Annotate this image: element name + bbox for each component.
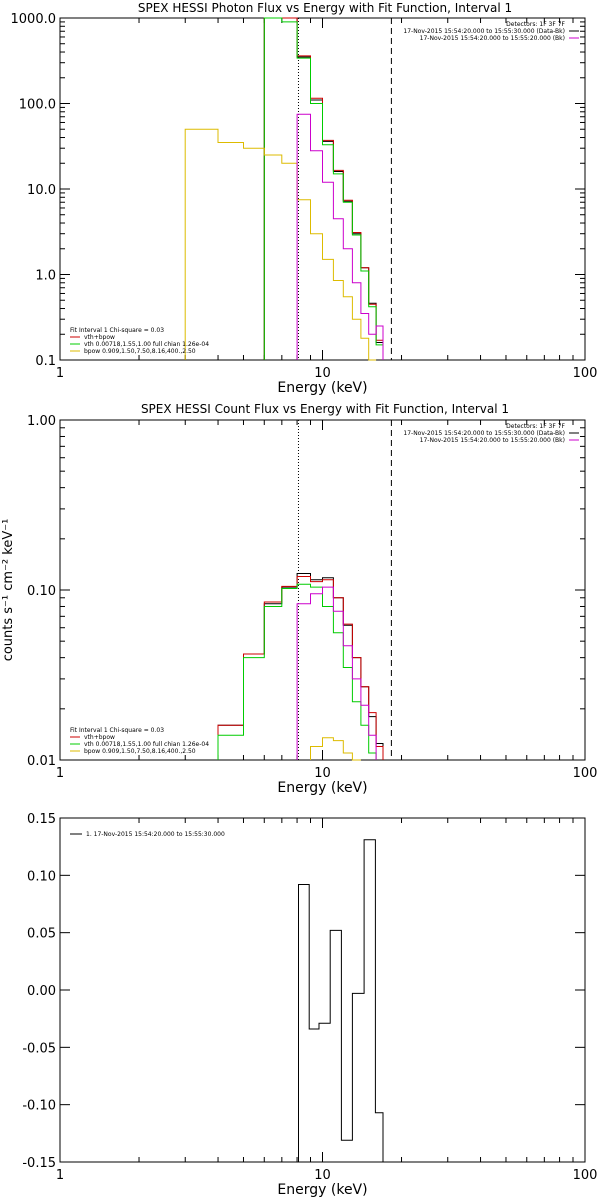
legend-entry: bpow 0.909,1.50,7.50,8.16,400.,2.50 xyxy=(84,348,196,355)
y-tick-label: 0.05 xyxy=(27,927,56,942)
photon-flux-panel: SPEX HESSI Photon Flux vs Energy with Fi… xyxy=(11,1,598,396)
series-line-bpow xyxy=(310,737,361,761)
series-line-vth-bpow xyxy=(263,17,384,360)
series-line-1-17-nov-2015-15-54-20-000-to-15-55-30-000 xyxy=(298,839,392,1163)
legend-entry: 17-Nov-2015 15:54:20.000 to 15:55:20.000… xyxy=(420,437,565,444)
chart-title: SPEX HESSI Photon Flux vs Energy with Fi… xyxy=(138,1,512,15)
series-line-vth xyxy=(263,17,384,360)
y-tick-label: 1.0 xyxy=(35,269,56,284)
legend-entry: Detectors: 1F 3F 7F xyxy=(506,423,565,430)
x-axis-label: Energy (keV) xyxy=(277,1182,367,1198)
series-line-bk xyxy=(296,586,377,760)
y-tick-label: 0.01 xyxy=(27,754,56,769)
legend-entry: vth 0.00718,1.55,1.00 full chian 1.26e-0… xyxy=(84,741,209,748)
x-tick-label: 10 xyxy=(314,766,331,781)
x-tick-label: 100 xyxy=(573,1168,598,1183)
plot-frame xyxy=(59,817,586,1163)
y-tick-label: 100.0 xyxy=(19,98,56,113)
legend-entry: 1. 17-Nov-2015 15:54:20.000 to 15:55:30.… xyxy=(86,831,225,838)
series-line-data xyxy=(263,17,384,360)
legend-entry: 17-Nov-2015 15:54:20.000 to 15:55:30.000… xyxy=(403,430,565,437)
y-tick-label: 10.0 xyxy=(27,183,56,198)
plot-frame xyxy=(59,17,586,361)
y-tick-label: 0.10 xyxy=(27,869,56,884)
legend-entry: 17-Nov-2015 15:54:20.000 to 15:55:30.000… xyxy=(403,28,565,35)
series-line-bk xyxy=(296,113,384,360)
legend-entry: bpow 0.909,1.50,7.50,8.16,400.,2.50 xyxy=(84,748,196,755)
x-tick-label: 1 xyxy=(56,1168,64,1183)
series-line-data xyxy=(217,573,384,760)
y-tick-label: 0.00 xyxy=(27,984,56,999)
legend-entry: vth 0.00718,1.55,1.00 full chian 1.26e-0… xyxy=(84,341,209,348)
x-tick-label: 10 xyxy=(314,366,331,381)
x-tick-label: 100 xyxy=(573,766,598,781)
legend-entry: vth+bpow xyxy=(84,734,115,741)
y-tick-label: -0.15 xyxy=(22,1156,56,1171)
residuals-panel: 1 10 100 Energy (keV) -0.15 -0.10 -0.05 0.00 0.0… xyxy=(22,812,597,1198)
series-line-vth xyxy=(217,583,377,760)
legend-entry: Detectors: 1F 3F 7F xyxy=(506,21,565,28)
x-tick-label: 100 xyxy=(573,366,598,381)
y-tick-label: -0.05 xyxy=(22,1041,56,1056)
y-tick-label: 0.10 xyxy=(27,584,56,599)
legend-entry: vth+bpow xyxy=(84,334,115,341)
series-line-bpow xyxy=(184,128,377,361)
x-axis-label: Energy (keV) xyxy=(277,780,367,796)
y-tick-label: 0.15 xyxy=(27,812,56,827)
y-tick-label: 1.00 xyxy=(27,414,56,429)
y-tick-label: 0.1 xyxy=(35,354,56,369)
y-tick-label: 1000.0 xyxy=(11,12,57,27)
x-tick-label: 10 xyxy=(314,1168,331,1183)
legend-entry: 17-Nov-2015 15:54:20.000 to 15:55:20.000… xyxy=(420,35,565,42)
x-axis-label: Energy (keV) xyxy=(277,380,367,396)
legend-header: Fit Interval 1 Chi-square = 0.03 xyxy=(70,327,164,334)
y-tick-label: -0.10 xyxy=(22,1099,56,1114)
y-axis-label: counts s⁻¹ cm⁻² keV⁻¹ xyxy=(1,519,16,662)
legend-header: Fit Interval 1 Chi-square = 0.03 xyxy=(70,727,164,734)
count-flux-panel: SPEX HESSI Count Flux vs Energy with Fit… xyxy=(1,402,597,796)
x-tick-label: 1 xyxy=(56,766,64,781)
x-tick-label: 1 xyxy=(56,366,64,381)
chart-title: SPEX HESSI Count Flux vs Energy with Fit… xyxy=(141,402,509,416)
